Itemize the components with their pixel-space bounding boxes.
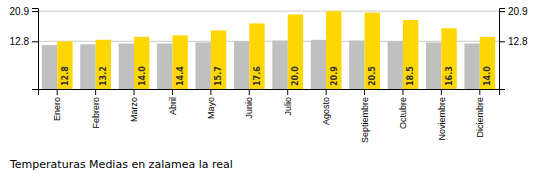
axis-line [500, 9, 506, 90]
tick-mark [287, 89, 288, 95]
tick-mark [32, 11, 38, 12]
bar [441, 28, 456, 89]
data-label: 20.5 [368, 66, 377, 86]
tick-mark [326, 89, 327, 95]
tick: 12.8 [10, 36, 38, 47]
tick-label: 12.8 [508, 36, 528, 47]
tick-label: Julio [283, 97, 293, 116]
bar [211, 30, 226, 89]
bar [57, 41, 72, 89]
tick: Noviembre [437, 89, 447, 141]
tick-label: Octubre [398, 97, 408, 129]
tick: 12.8 [499, 36, 528, 47]
axis-line [32, 9, 39, 90]
tick-label: Agosto [321, 97, 331, 125]
tick: Octubre [398, 89, 408, 129]
bar [403, 20, 418, 89]
data-label: 12.8 [61, 66, 70, 86]
bar [388, 41, 403, 89]
grid [38, 11, 499, 41]
tick: 20.9 [499, 6, 528, 17]
data-label: 15.7 [214, 66, 223, 86]
tick-label: Mayo [206, 97, 216, 119]
tick-label: Marzo [129, 97, 139, 122]
plot: 12.8 20.9 12.8 20.9 Enero Febrero Marzo Abril Ma… [10, 6, 528, 143]
tick-label: Septiembre [360, 97, 370, 143]
x-axis: Enero Febrero Marzo Abril Mayo Junio Julio Agos… [39, 89, 500, 143]
data-label: 16.3 [445, 66, 454, 86]
tick: 20.9 [10, 6, 38, 17]
tick-mark [402, 89, 403, 95]
tick-mark [57, 89, 58, 95]
grid-line [38, 11, 499, 12]
tick-mark [499, 41, 505, 42]
tick: Septiembre [360, 89, 370, 143]
bar [480, 37, 495, 89]
tick: Julio [283, 89, 293, 116]
tick-mark [172, 89, 173, 95]
bar [464, 44, 479, 89]
y-left-axis: 12.8 20.9 [10, 6, 39, 90]
tick-label: Diciembre [475, 97, 485, 138]
tick: Marzo [129, 89, 139, 122]
tick: Enero [52, 89, 62, 121]
bar [134, 37, 149, 89]
bar [42, 45, 57, 89]
tick-label: Junio [244, 97, 254, 119]
tick-label: 12.8 [10, 36, 30, 47]
data-labels: 12.8 13.2 14.0 14.4 15.7 17.6 20.0 20.9 20.5 18.5… [61, 66, 493, 86]
tick: Febrero [91, 89, 101, 129]
tick-mark [499, 11, 505, 12]
y-right-axis: 12.8 20.9 [499, 6, 528, 90]
data-label: 14.0 [138, 66, 147, 86]
tick-label: Noviembre [437, 97, 447, 141]
tick: Junio [244, 89, 254, 119]
data-label: 20.0 [291, 66, 300, 86]
bar [365, 13, 380, 89]
bars [42, 11, 495, 89]
tick-label: 20.9 [508, 6, 528, 17]
axis-line [39, 90, 500, 96]
bar [119, 44, 134, 89]
tick-mark [441, 89, 442, 95]
tick-mark [95, 89, 96, 95]
bar [426, 42, 441, 89]
tick-label: Abril [168, 97, 178, 115]
bar [196, 42, 211, 89]
title: Temperaturas Medias en zalamea la real [9, 158, 233, 171]
bar [326, 11, 341, 89]
bar [234, 41, 249, 89]
data-label: 17.6 [253, 66, 262, 86]
bar [172, 35, 187, 89]
bar [288, 14, 303, 89]
data-label: 18.5 [406, 66, 415, 86]
data-label: 14.4 [176, 66, 185, 86]
bar [249, 23, 264, 89]
data-label: 13.2 [99, 66, 108, 86]
tick: Abril [168, 89, 178, 115]
tick: Diciembre [475, 89, 485, 138]
tick-label: Febrero [91, 97, 101, 129]
tick-mark [134, 89, 135, 95]
bar [272, 41, 287, 89]
bar [157, 44, 172, 89]
tick: Mayo [206, 89, 216, 119]
bar [349, 41, 364, 89]
tick: Agosto [321, 89, 331, 125]
data-label: 14.0 [483, 66, 492, 86]
bar [311, 40, 326, 89]
series [57, 11, 495, 89]
tick-label: 20.9 [10, 6, 30, 17]
tick-mark [210, 89, 211, 95]
tick-mark [249, 89, 250, 95]
tick-mark [32, 41, 38, 42]
tick-mark [364, 89, 365, 95]
chart: 12.8 20.9 12.8 20.9 Enero Febrero Marzo Abril Ma… [0, 0, 537, 174]
bar [80, 44, 95, 89]
bar [96, 40, 111, 89]
tick-label: Enero [52, 97, 62, 121]
data-label: 20.9 [330, 66, 339, 86]
tick-mark [479, 89, 480, 95]
